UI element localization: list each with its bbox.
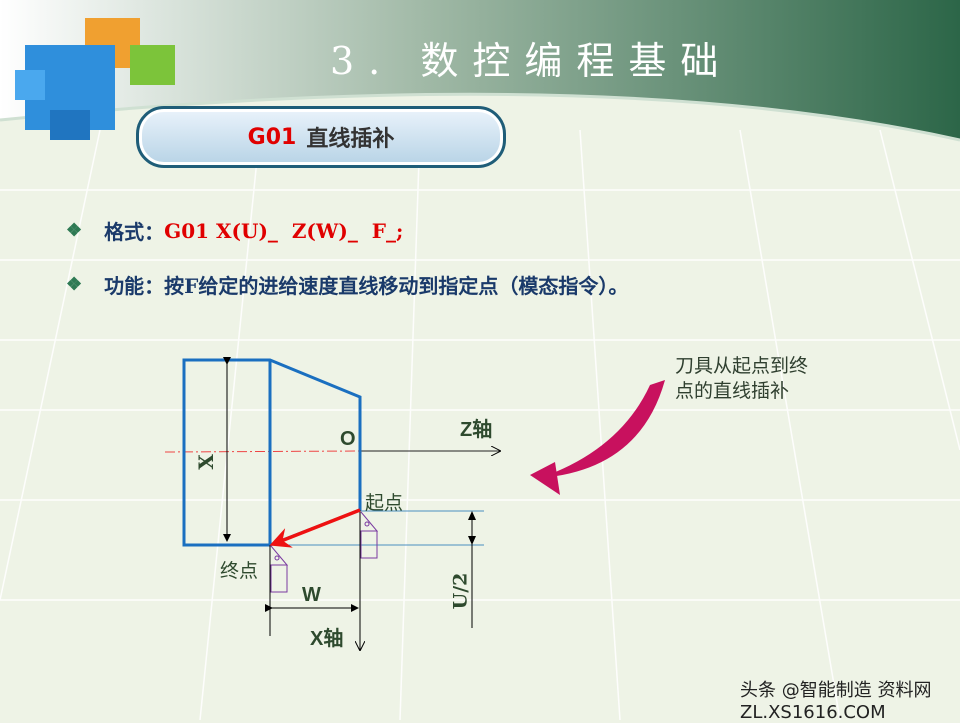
start-point-label: 起点 — [365, 492, 404, 514]
header-band — [0, 0, 960, 140]
bullet-label: 功能：按F给定的进给速度直线移动到指定点（模态指令）。 — [104, 274, 629, 298]
x-dimension-label: X — [193, 454, 218, 470]
banner-text: 直线插补 — [306, 127, 395, 152]
curved-arrow-icon — [540, 380, 665, 478]
diamond-bullet-icon: ❖ — [66, 274, 83, 295]
centerline — [164, 450, 361, 453]
bullet-format: ❖ 格式： G01 X(U)_ Z(W)_ F_; — [66, 216, 403, 245]
section-banner: G01 直线插补 — [136, 106, 506, 168]
tool-start-icon — [360, 511, 379, 559]
slide-title: 3. 数控编程基础 — [330, 39, 733, 83]
banner-code: G01 — [247, 124, 297, 150]
note-line: 刀具从起点到终 — [675, 355, 809, 377]
format-value: G01 X(U)_ Z(W)_ F_; — [164, 218, 404, 243]
tool-path-arrow — [269, 508, 361, 548]
origin-label: O — [340, 428, 356, 450]
diamond-bullet-icon: ❖ — [66, 220, 83, 241]
annotation-note: 刀具从起点到终 点的直线插补 — [675, 354, 855, 404]
bullet-label: 格式： — [104, 220, 165, 244]
cube-logo-icon — [15, 18, 175, 140]
z-axis-label: Z轴 — [460, 419, 493, 441]
workpiece-outline — [182, 358, 362, 547]
u2-label: U/2 — [449, 572, 472, 610]
w-label: W — [302, 584, 321, 606]
bullet-function: ❖ 功能：按F给定的进给速度直线移动到指定点（模态指令）。 — [66, 270, 628, 299]
watermark: 头条 @智能制造 资料网 ZL.XS1616.COM — [740, 680, 932, 723]
note-line: 点的直线插补 — [675, 380, 790, 402]
tool-end-icon — [270, 545, 289, 593]
end-point-label: 终点 — [220, 560, 259, 582]
x-axis-label: X轴 — [310, 628, 344, 650]
